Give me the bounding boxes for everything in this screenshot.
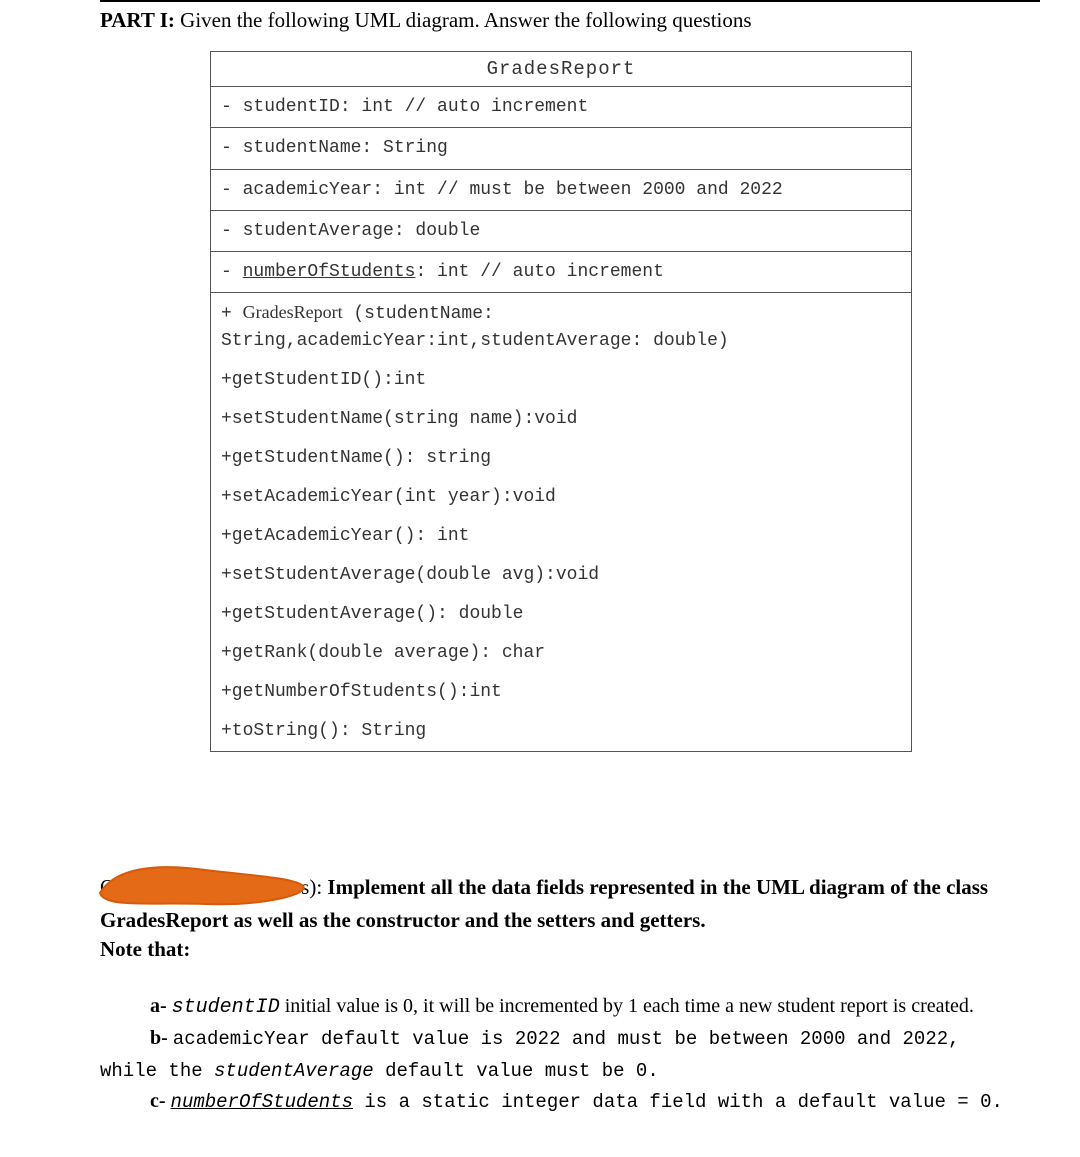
uml-method: +toString(): String [211,712,911,751]
uml-method: +setAcademicYear(int year):void [211,478,911,517]
attr-suffix: : int // auto increment [415,262,663,282]
note-label: Note that: [100,937,190,961]
note-b-field1: academicYear [173,1028,310,1050]
ctor-prefix: + [221,304,243,324]
part-label: PART I: [100,8,175,32]
uml-attribute: - studentAverage: double [211,211,911,252]
note-b-wrap-suffix: default value must be 0. [374,1060,659,1082]
attr-static-name: numberOfStudents [243,262,416,282]
note-b-field2: studentAverage [214,1060,374,1082]
uml-method: +getStudentID():int [211,361,911,400]
uml-method: +setStudentAverage(double avg):void [211,556,911,595]
uml-constructor: + GradesReport (studentName: String,acad… [211,293,911,361]
note-c-field: numberOfStudents [171,1091,353,1113]
note-a: a- studentID initial value is 0, it will… [150,991,1040,1023]
uml-class-diagram: GradesReport - studentID: int // auto in… [210,51,912,752]
part-heading: PART I: Given the following UML diagram.… [100,8,1040,33]
uml-class-name: GradesReport [211,52,911,87]
uml-method: +setStudentName(string name):void [211,400,911,439]
note-a-field: studentID [172,996,280,1019]
page: PART I: Given the following UML diagram.… [0,0,1080,1157]
note-c-label: c- [150,1090,171,1112]
ctor-rest: (studentName: [343,304,494,324]
note-b-wrap: while the studentAverage default value m… [100,1055,1040,1086]
uml-method: +getStudentName(): string [211,439,911,478]
question-block: Q s): Implement all the data fields repr… [100,872,1040,963]
note-b-label: b- [150,1027,173,1049]
uml-method: +getRank(double average): char [211,634,911,673]
uml-methods-section: + GradesReport (studentName: String,acad… [211,293,911,751]
ctor-label: GradesReport [243,302,343,322]
ctor-line2: String,academicYear:int,studentAverage: … [221,331,729,351]
notes-list: a- studentID initial value is 0, it will… [100,991,1040,1117]
note-b: b- academicYear default value is 2022 an… [150,1023,1040,1054]
note-a-text: initial value is 0, it will be increment… [280,995,974,1017]
uml-attribute: - studentID: int // auto increment [211,87,911,128]
uml-method: +getAcademicYear(): int [211,517,911,556]
redaction-mark [115,872,295,906]
uml-method: +getNumberOfStudents():int [211,673,911,712]
note-b-wrap-prefix: while the [100,1060,214,1082]
attr-prefix: - [221,262,243,282]
note-c-text: is a static integer data field with a de… [353,1091,1003,1113]
note-c: c- numberOfStudents is a static integer … [150,1086,1040,1117]
uml-attributes-section: - studentID: int // auto increment - stu… [211,87,911,293]
note-b-mid: default value is 2022 and must be betwee… [310,1028,960,1050]
note-a-label: a- [150,995,172,1017]
top-rule [100,0,1040,2]
uml-attribute-static: - numberOfStudents: int // auto incremen… [211,252,911,292]
uml-attribute: - academicYear: int // must be between 2… [211,170,911,211]
part-text: Given the following UML diagram. Answer … [180,8,751,32]
uml-attribute: - studentName: String [211,128,911,169]
uml-method: +getStudentAverage(): double [211,595,911,634]
